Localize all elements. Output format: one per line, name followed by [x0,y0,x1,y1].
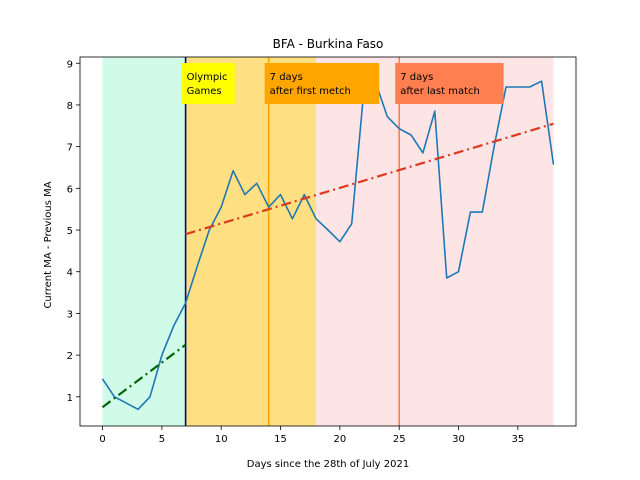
y-tick-label-1: 1 [67,393,73,404]
annotation-text-2-1: after last match [400,86,480,97]
x-tick-label-30: 30 [452,434,465,445]
y-axis-label: Current MA - Previous MA [43,181,54,308]
y-tick-label-4: 4 [67,268,73,279]
y-tick-label-3: 3 [67,309,73,320]
shaded-region-0 [102,57,186,426]
annotation-text-1-1: after first metch [270,86,351,97]
x-tick-label-25: 25 [393,434,406,445]
shaded-region-1 [185,57,317,426]
annotation-text-0-0: Olympic [187,72,228,83]
x-tick-label-35: 35 [511,434,524,445]
y-tick-label-8: 8 [67,101,73,112]
plot-area: Olympic Games 7 days after first metch 7 day… [67,56,577,445]
x-tick-label-5: 5 [159,434,165,445]
trend-line-1 [101,343,187,409]
x-tick-label-20: 20 [333,434,346,445]
x-tick-label-10: 10 [215,434,228,445]
chart-title: BFA - Burkina Faso [273,37,384,51]
x-tick-label-0: 0 [99,434,105,445]
plot-frame [79,56,577,427]
x-tick-label-15: 15 [274,434,287,445]
annotation-text-1-0: 7 days [270,72,303,83]
annotation-text-0-1: Games [187,86,222,97]
annotation-box-0 [181,63,235,104]
y-tick-label-5: 5 [67,226,73,237]
y-tick-label-7: 7 [67,143,73,154]
x-axis-label: Days since the 28th of July 2021 [247,459,409,470]
annotation-text-2-0: 7 days [400,72,433,83]
trend-line-2 [185,122,554,236]
y-tick-label-2: 2 [67,351,73,362]
y-tick-label-6: 6 [67,184,73,195]
annotation-box-2 [395,63,504,104]
annotation-box-1 [264,63,380,104]
data-series-line-0 [101,80,555,411]
y-tick-label-9: 9 [67,59,73,70]
